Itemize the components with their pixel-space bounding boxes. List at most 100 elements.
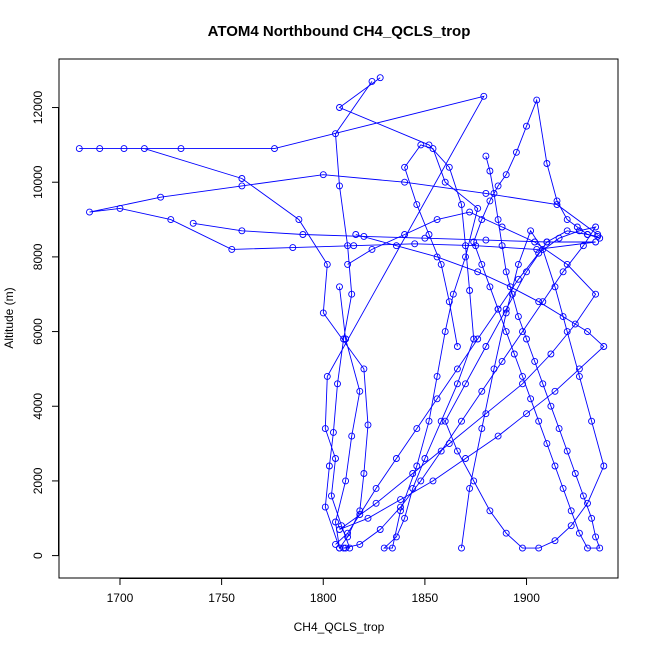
data-point [429, 145, 437, 153]
data-point [401, 163, 409, 171]
data-point [519, 544, 526, 552]
data-point [535, 298, 543, 306]
data-point [319, 309, 327, 317]
data-point [437, 447, 445, 455]
x-tick-label: 1700 [107, 591, 134, 605]
data-point [441, 328, 449, 336]
y-tick-label: 8000 [31, 243, 45, 270]
data-point [533, 96, 541, 104]
data-point [462, 242, 469, 250]
x-axis: 1700 1750 1800 1850 1900 [107, 578, 540, 605]
data-point [321, 503, 329, 511]
data-point [575, 227, 583, 235]
y-tick-label: 12000 [31, 91, 45, 125]
data-point [453, 365, 461, 373]
data-point [519, 372, 526, 380]
data-point [140, 145, 148, 153]
data-point [433, 253, 441, 261]
data-point [425, 417, 433, 425]
data-point [409, 484, 417, 492]
data-point [350, 242, 358, 250]
data-point [417, 477, 425, 485]
data-point [96, 145, 104, 153]
data-point [567, 522, 575, 530]
data-point [600, 462, 608, 470]
data-point [466, 484, 474, 492]
data-point [531, 238, 539, 246]
data-point [397, 496, 404, 504]
plot-area [75, 74, 608, 552]
x-tick-label: 1750 [208, 591, 235, 605]
series-line-3 [473, 98, 601, 549]
data-point [421, 234, 429, 242]
data-point [547, 350, 555, 358]
data-point [523, 410, 530, 418]
data-point [425, 141, 433, 149]
data-point [555, 425, 563, 433]
data-point [553, 197, 561, 205]
data-point [575, 529, 583, 537]
data-point [336, 526, 343, 533]
data-point [470, 477, 478, 485]
data-point [336, 283, 343, 291]
data-point [571, 320, 579, 328]
data-point [445, 440, 453, 448]
data-point [470, 335, 478, 343]
data-point [470, 238, 478, 246]
data-point [519, 328, 526, 336]
data-point [579, 492, 587, 500]
data-point [512, 148, 520, 156]
data-point [401, 514, 409, 522]
data-point [527, 227, 535, 235]
data-point [271, 145, 278, 153]
series-line-6 [444, 229, 605, 549]
data-point [588, 514, 596, 522]
data-point [478, 387, 486, 395]
data-point [413, 425, 421, 433]
y-tick-label: 6000 [31, 318, 45, 345]
data-point [523, 122, 530, 130]
series-line-1 [79, 81, 485, 550]
data-point [571, 470, 579, 477]
data-point [329, 428, 337, 436]
data-point [466, 208, 474, 216]
y-tick-label: 2000 [31, 467, 45, 494]
data-point [486, 197, 494, 205]
y-tick-label: 4000 [31, 393, 45, 420]
data-point [474, 268, 482, 276]
data-point [588, 417, 596, 425]
data-point [360, 470, 368, 477]
data-point [535, 249, 543, 257]
data-point [482, 410, 490, 418]
data-point [449, 290, 457, 298]
data-point [86, 208, 93, 216]
data-point [348, 290, 356, 298]
data-point [527, 395, 535, 403]
data-point [559, 484, 567, 492]
x-axis-label: CH4_QCLS_trop [294, 620, 385, 634]
data-point [563, 216, 571, 224]
data-point [116, 204, 124, 212]
data-point [498, 223, 506, 231]
data-point [356, 511, 364, 518]
data-point [342, 477, 350, 485]
data-point [332, 540, 339, 548]
data-point [421, 455, 429, 462]
data-point [539, 245, 547, 253]
data-point [392, 455, 400, 462]
data-point [478, 260, 486, 268]
data-point [364, 421, 372, 429]
data-point [319, 171, 327, 179]
data-point [299, 231, 307, 238]
data-point [482, 343, 490, 350]
data-point [559, 268, 567, 276]
data-point [482, 152, 490, 160]
data-point [502, 529, 510, 537]
data-point [325, 462, 333, 470]
data-point [563, 260, 571, 268]
data-point [445, 163, 453, 171]
data-point [238, 227, 246, 235]
data-point [336, 544, 343, 552]
data-point [519, 380, 526, 388]
